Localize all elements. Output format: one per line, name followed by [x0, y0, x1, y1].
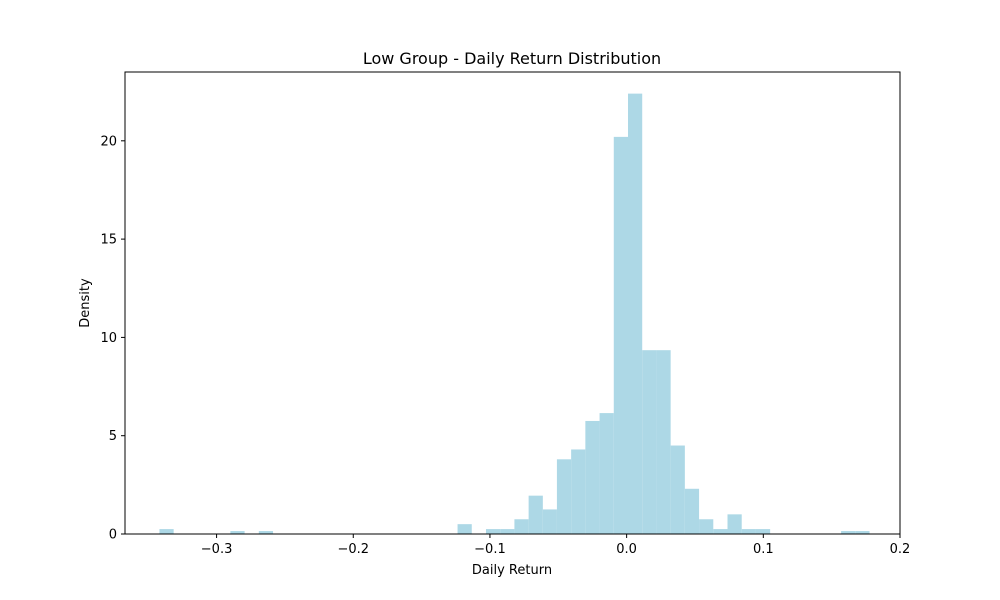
chart-title: Low Group - Daily Return Distribution — [363, 49, 661, 68]
histogram-bar — [684, 488, 700, 534]
x-tick-label: −0.2 — [337, 542, 369, 557]
y-axis-label: Density — [78, 278, 93, 328]
histogram-bar — [627, 93, 643, 534]
histogram-bar — [755, 529, 771, 534]
histogram-bar — [855, 531, 870, 534]
histogram-bar — [514, 519, 529, 534]
histogram-bar — [457, 524, 472, 534]
histogram-bar — [230, 531, 245, 534]
histogram-bar — [542, 509, 557, 534]
histogram-bar — [585, 420, 600, 534]
histogram-bar — [713, 529, 728, 534]
x-tick-label: 0.0 — [616, 542, 637, 557]
histogram-bar — [613, 136, 628, 535]
histogram-bar — [741, 529, 756, 534]
x-tick-label: 0.1 — [753, 542, 774, 557]
histogram-bar — [699, 519, 714, 534]
x-axis-label: Daily Return — [472, 563, 552, 578]
y-tick-label: 5 — [109, 429, 117, 444]
histogram-bar — [599, 413, 614, 534]
y-tick-label: 0 — [109, 528, 117, 543]
histogram-bar — [656, 350, 671, 534]
histogram-bar — [500, 529, 515, 534]
histogram-bar — [727, 514, 742, 534]
histogram-bar — [841, 531, 856, 534]
x-tick-label: −0.1 — [474, 542, 506, 557]
histogram-bar — [571, 449, 586, 534]
x-axis-ticks: −0.3 −0.2 −0.1 0.0 0.1 0.2 — [201, 534, 911, 557]
x-tick-label: −0.3 — [201, 542, 233, 557]
y-tick-label: 15 — [100, 233, 117, 248]
y-tick-label: 10 — [100, 331, 117, 346]
plot-area-frame — [124, 71, 901, 535]
histogram-bar — [258, 531, 274, 534]
x-tick-label: 0.2 — [890, 542, 911, 557]
histogram-bar — [642, 350, 657, 534]
histogram-bar — [485, 529, 501, 534]
histogram-bars — [159, 93, 870, 535]
y-tick-label: 20 — [100, 134, 117, 149]
histogram-bar — [556, 459, 572, 534]
histogram-bar — [159, 529, 174, 534]
y-axis-ticks: 0 5 10 15 20 — [100, 134, 125, 543]
histogram-bar — [528, 495, 543, 534]
histogram-bar — [670, 445, 685, 534]
